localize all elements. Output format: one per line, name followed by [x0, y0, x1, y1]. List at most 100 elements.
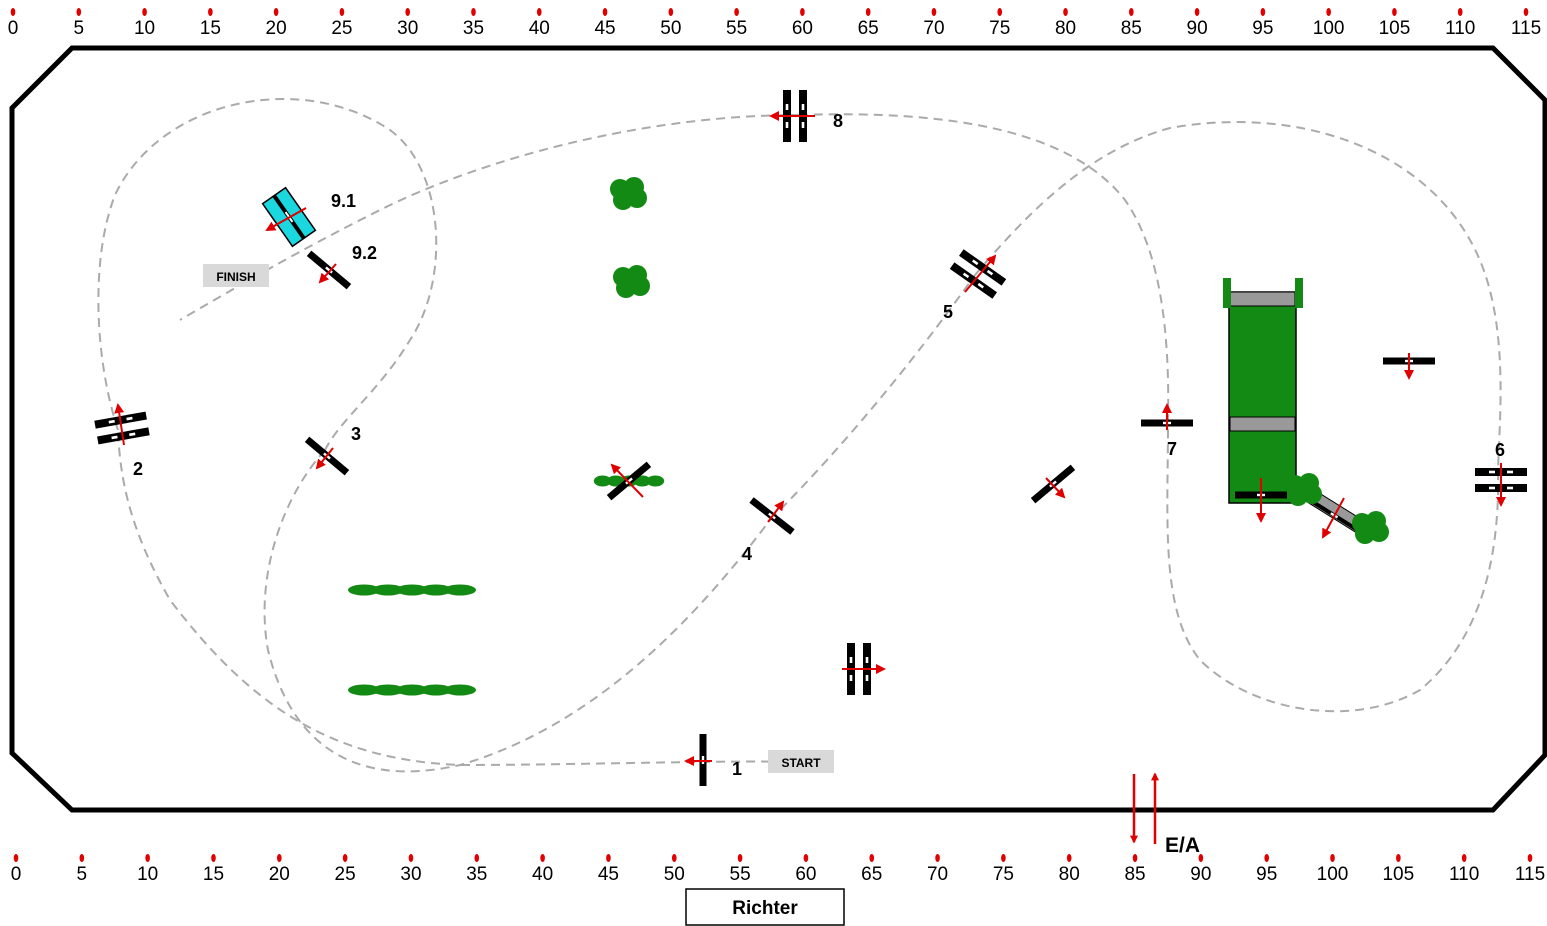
ruler-tick-mark — [803, 854, 809, 862]
hedge-jump[interactable] — [593, 461, 665, 501]
ruler-tick-label: 115 — [1511, 18, 1541, 39]
judge-box — [685, 888, 845, 926]
ruler-tick-label: 115 — [1515, 864, 1545, 885]
ruler-tick-mark — [1457, 8, 1463, 16]
obstacle-7-label: 7 — [1167, 439, 1177, 459]
bush-icon — [613, 265, 650, 298]
ruler-tick-mark — [13, 854, 19, 862]
obstacle-8-label: 8 — [833, 111, 843, 131]
bush-icon — [610, 177, 647, 210]
obstacle-6-label: 6 — [1495, 440, 1505, 460]
ruler-tick-mark — [1461, 854, 1467, 862]
ruler-tick-label: 95 — [1256, 864, 1277, 885]
finish-label: FINISH — [216, 270, 255, 284]
bush-icon — [1352, 511, 1389, 544]
obstacle-4-label: 4 — [742, 544, 752, 564]
ruler-tick-label: 105 — [1379, 18, 1411, 39]
start-marker — [768, 750, 834, 773]
ruler-tick-label: 45 — [598, 864, 619, 885]
obstacle-9-2[interactable] — [306, 250, 352, 290]
ruler-tick-label: 90 — [1187, 18, 1208, 39]
ruler-tick-label: 25 — [331, 18, 352, 39]
ruler-tick-mark — [1132, 854, 1138, 862]
obstacle-5[interactable] — [950, 249, 1006, 298]
ruler-tick-mark — [1330, 854, 1335, 862]
ruler-tick-mark — [931, 8, 937, 16]
ruler-tick-mark — [474, 854, 480, 862]
ruler-tick-mark — [10, 8, 16, 16]
ruler-tick-label: 80 — [1055, 18, 1076, 39]
ruler-tick-label: 40 — [529, 18, 550, 39]
ruler-tick-mark — [1527, 854, 1533, 862]
ruler-tick-mark — [1260, 8, 1266, 16]
hedge-icon — [348, 684, 476, 696]
ruler-tick-label: 20 — [269, 864, 290, 885]
ruler-tick-label: 50 — [660, 18, 681, 39]
ruler-tick-mark — [1066, 854, 1072, 862]
ruler-tick-mark — [734, 8, 739, 16]
ruler-tick-label: 40 — [532, 864, 553, 885]
top-distance-ruler: 0 5 10 15 20 25 30 35 40 45 50 55 60 65 70 75 80 85 90 95 10… — [8, 8, 1541, 39]
ruler-tick-label: 15 — [203, 864, 224, 885]
ruler-tick-mark — [1129, 8, 1134, 16]
judge-label: Richter — [732, 898, 798, 919]
ruler-tick-label: 45 — [594, 18, 615, 39]
ruler-tick-label: 30 — [400, 864, 421, 885]
ruler-tick-mark — [1264, 854, 1269, 862]
ruler-tick-label: 85 — [1124, 864, 1145, 885]
ruler-tick-label: 75 — [993, 864, 1014, 885]
ruler-tick-label: 55 — [730, 864, 751, 885]
start-label: START — [781, 756, 821, 770]
ruler-tick-label: 110 — [1445, 18, 1475, 39]
ruler-tick-mark — [142, 8, 147, 16]
ruler-tick-mark — [671, 854, 677, 862]
ruler-tick-mark — [405, 8, 410, 16]
finish-marker — [203, 264, 269, 287]
ruler-tick-label: 75 — [989, 18, 1010, 39]
ruler-tick-label: 15 — [200, 18, 221, 39]
ruler-tick-label: 90 — [1190, 864, 1211, 885]
ruler-tick-mark — [1396, 854, 1401, 862]
ruler-tick-label: 35 — [463, 18, 484, 39]
ruler-tick-label: 50 — [664, 864, 685, 885]
ruler-tick-label: 100 — [1313, 18, 1345, 39]
ruler-tick-mark — [339, 8, 345, 16]
ruler-tick-mark — [869, 854, 875, 862]
ruler-tick-label: 100 — [1317, 864, 1349, 885]
obstacle-3-label: 3 — [351, 424, 361, 444]
ruler-tick-label: 80 — [1059, 864, 1080, 885]
ruler-tick-label: 95 — [1252, 18, 1273, 39]
ruler-tick-mark — [408, 854, 414, 862]
ruler-tick-mark — [865, 8, 871, 16]
ruler-tick-label: 10 — [137, 864, 158, 885]
obstacle-5-label: 5 — [943, 302, 953, 322]
ruler-tick-mark — [145, 854, 150, 862]
obstacle-9-1-label: 9.1 — [331, 191, 356, 211]
ruler-tick-mark — [277, 854, 282, 862]
ruler-tick-label: 60 — [795, 864, 816, 885]
ruler-tick-mark — [606, 854, 611, 862]
ruler-tick-mark — [1198, 854, 1204, 862]
ruler-tick-label: 0 — [11, 864, 22, 885]
ruler-tick-label: 65 — [861, 864, 882, 885]
bank-obstacle[interactable] — [1223, 278, 1368, 536]
ruler-tick-label: 85 — [1121, 18, 1142, 39]
ruler-tick-mark — [273, 8, 279, 16]
bush-icon — [1285, 473, 1322, 506]
ruler-tick-label: 65 — [858, 18, 879, 39]
ruler-tick-mark — [536, 8, 542, 16]
ruler-tick-label: 35 — [466, 864, 487, 885]
ruler-tick-label: 20 — [266, 18, 287, 39]
ruler-tick-label: 25 — [335, 864, 356, 885]
ruler-tick-mark — [1523, 8, 1529, 16]
ruler-tick-label: 105 — [1382, 864, 1414, 885]
ruler-tick-label: 55 — [726, 18, 747, 39]
entrance-arrows — [1129, 772, 1160, 844]
obstacle-2-label: 2 — [133, 459, 143, 479]
ruler-tick-label: 5 — [77, 864, 88, 885]
ruler-tick-mark — [1001, 854, 1006, 862]
ruler-tick-mark — [79, 854, 85, 862]
obstacle-1-label: 1 — [732, 759, 742, 779]
ruler-tick-mark — [211, 854, 216, 862]
